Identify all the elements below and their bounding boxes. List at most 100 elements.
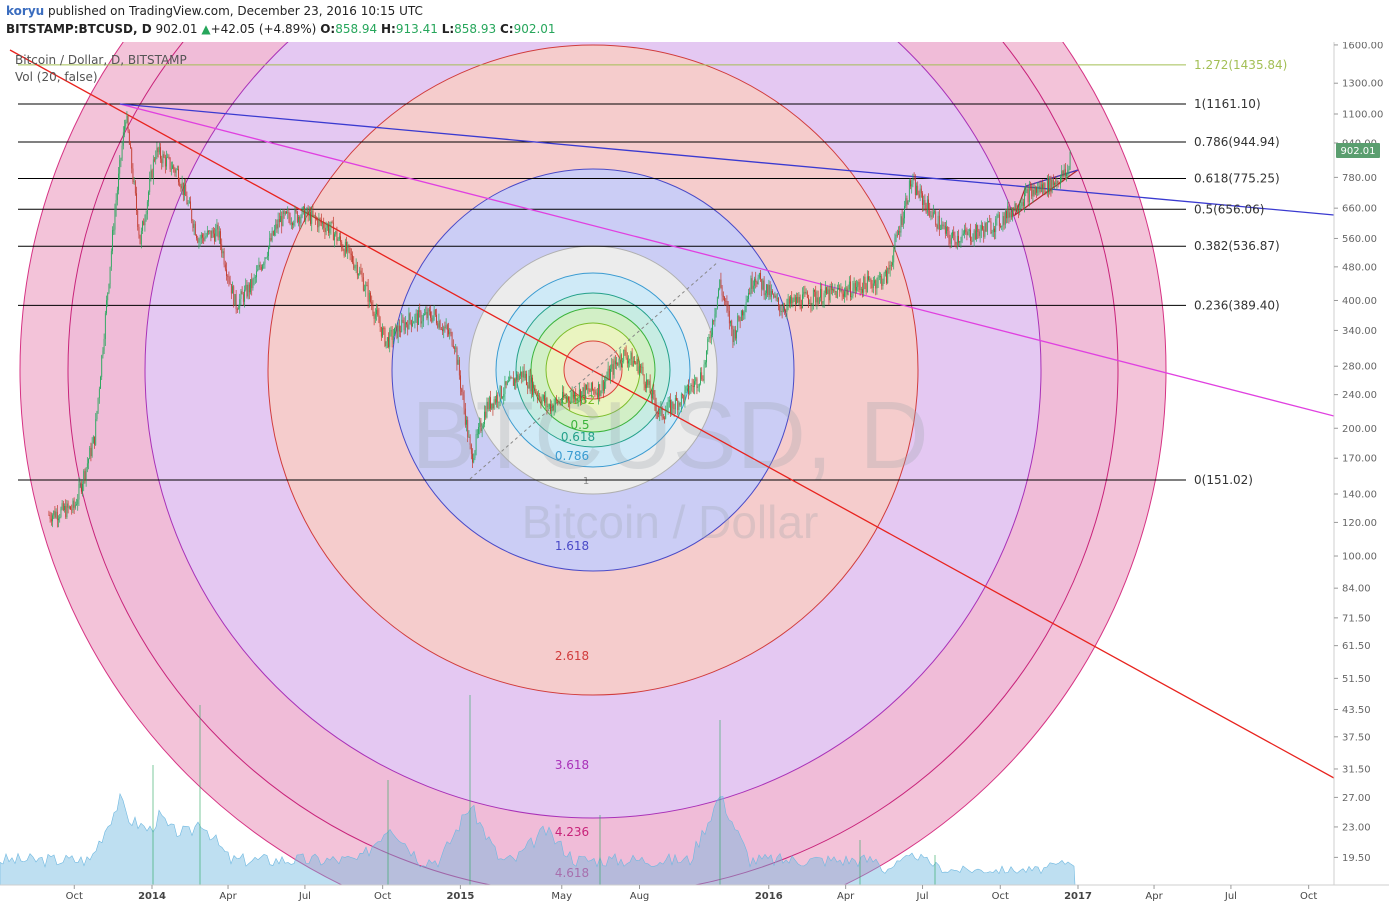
candle-body bbox=[830, 286, 832, 291]
candle-body bbox=[170, 168, 172, 170]
candle-body bbox=[235, 294, 237, 310]
time-axis[interactable]: Oct 2014 Apr Jul Oct 2015 May Aug 2016 Apr Jul Oct 2… bbox=[66, 885, 1318, 902]
candle-body bbox=[480, 422, 482, 431]
candle-body bbox=[553, 405, 555, 411]
candle-body bbox=[289, 218, 291, 225]
candle-body bbox=[752, 285, 754, 289]
candle-body bbox=[344, 241, 346, 256]
candle-body bbox=[78, 483, 80, 500]
candle-body bbox=[455, 347, 457, 349]
candle-body bbox=[911, 184, 913, 187]
triangle-top-line[interactable] bbox=[1025, 169, 1079, 187]
fib-circle-axis[interactable] bbox=[469, 261, 719, 480]
candle-body bbox=[827, 289, 829, 294]
candle-body bbox=[846, 287, 848, 295]
candle-body bbox=[350, 253, 352, 256]
price-tick-label: 280.00 bbox=[1342, 362, 1377, 373]
blue-trend-line[interactable] bbox=[119, 103, 1334, 216]
candle-body bbox=[694, 381, 695, 388]
candle-body bbox=[581, 391, 583, 402]
candle-body bbox=[431, 317, 433, 322]
candle-body bbox=[702, 379, 704, 381]
candle-body bbox=[55, 511, 57, 518]
candle-body bbox=[1057, 180, 1059, 184]
candle-body bbox=[730, 320, 731, 324]
candle-body bbox=[526, 373, 527, 386]
candle-body bbox=[832, 288, 833, 291]
author-link[interactable]: koryu bbox=[6, 4, 45, 18]
candle-body bbox=[1014, 203, 1016, 212]
candle-body bbox=[748, 292, 749, 299]
candle-body bbox=[836, 288, 838, 298]
magenta-trend-line[interactable] bbox=[119, 103, 1334, 417]
candle-body bbox=[334, 234, 335, 241]
candle-body bbox=[302, 206, 304, 209]
candle-body bbox=[48, 514, 50, 516]
time-tick-label: 2016 bbox=[755, 891, 783, 902]
price-axis[interactable]: 1600.001300.001100.00940.00780.00660.005… bbox=[1334, 42, 1383, 864]
candle-body bbox=[226, 269, 227, 276]
candle-body bbox=[692, 385, 694, 388]
candle-body bbox=[738, 315, 740, 321]
candle-body bbox=[143, 221, 145, 226]
candle-body bbox=[186, 195, 188, 205]
candle-body bbox=[188, 201, 190, 203]
candle-body bbox=[313, 214, 315, 216]
candle-body bbox=[965, 229, 967, 233]
candle-body bbox=[194, 223, 196, 236]
candle-body bbox=[580, 389, 581, 402]
candle-body bbox=[418, 310, 419, 325]
candle-body bbox=[218, 231, 220, 238]
candle-body bbox=[380, 326, 382, 337]
candle-body bbox=[402, 319, 404, 322]
candle-body bbox=[392, 335, 394, 340]
candle-body bbox=[842, 293, 844, 297]
candle-body bbox=[902, 218, 904, 225]
last-price: 902.01 bbox=[155, 22, 198, 36]
candle-body bbox=[301, 208, 303, 218]
candle-body bbox=[175, 169, 177, 173]
price-chart[interactable]: BTCUSD, D Bitcoin / Dollar 0.382 0.5 0.6… bbox=[0, 42, 1389, 911]
candle-body bbox=[245, 284, 247, 290]
candle-body bbox=[544, 395, 545, 403]
candle-body bbox=[278, 219, 280, 223]
price-tick-label: 660.00 bbox=[1342, 204, 1377, 215]
candle-body bbox=[458, 359, 460, 376]
candle-body bbox=[655, 403, 657, 413]
candle-body bbox=[434, 309, 436, 315]
fib-level-label: 0.618(775.25) bbox=[1194, 171, 1280, 185]
candle-body bbox=[788, 298, 790, 304]
candle-body bbox=[347, 245, 349, 252]
candle-body bbox=[354, 265, 356, 269]
candle-body bbox=[400, 331, 401, 333]
candle-body bbox=[898, 230, 899, 235]
price-tick-label: 340.00 bbox=[1342, 326, 1377, 337]
candle-body bbox=[88, 459, 89, 464]
candle-body bbox=[131, 148, 133, 169]
fib-retracement[interactable] bbox=[18, 64, 1186, 481]
candle-body bbox=[329, 228, 331, 233]
candle-body bbox=[420, 311, 422, 324]
close-value: 902.01 bbox=[513, 22, 556, 36]
candle-body bbox=[145, 214, 147, 220]
candle-body bbox=[486, 401, 488, 418]
candle-body bbox=[587, 388, 589, 390]
candle-body bbox=[952, 231, 953, 238]
candle-body bbox=[122, 131, 124, 146]
candle-body bbox=[847, 289, 849, 295]
price-tick-label: 37.50 bbox=[1342, 732, 1371, 743]
candle-body bbox=[85, 467, 87, 480]
candle-body bbox=[56, 511, 58, 521]
candle-body bbox=[960, 240, 962, 242]
candle-body bbox=[115, 200, 117, 211]
candle-body bbox=[852, 288, 854, 297]
candle-body bbox=[270, 237, 272, 241]
candle-body bbox=[476, 433, 478, 435]
candle-body bbox=[352, 255, 353, 263]
candle-body bbox=[690, 384, 692, 391]
candle-body bbox=[62, 503, 64, 511]
candle-body bbox=[323, 222, 325, 229]
candle-body bbox=[319, 218, 321, 220]
candle-body bbox=[866, 276, 868, 293]
candle-body bbox=[442, 329, 443, 332]
